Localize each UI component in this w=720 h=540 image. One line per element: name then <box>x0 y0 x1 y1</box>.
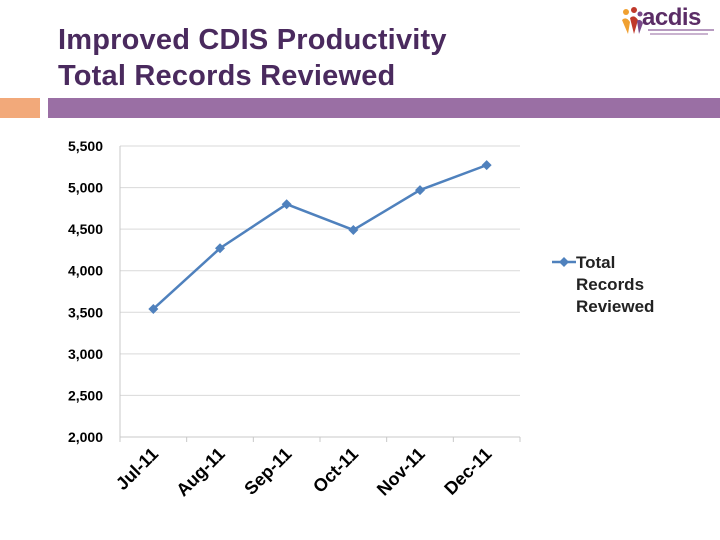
x-tick-label: Jul-11 <box>112 444 162 494</box>
chart-series <box>148 160 492 314</box>
data-point-marker <box>481 160 492 171</box>
y-tick-label: 2,500 <box>68 387 103 403</box>
chart-axes <box>119 146 521 442</box>
x-axis-tick-labels: Jul-11 Aug-11 Sep-11 Oct-11 Nov-11 Dec-11 <box>112 444 496 501</box>
data-point-marker <box>148 303 159 314</box>
slide-title: Improved CDIS Productivity Total Records… <box>58 22 447 94</box>
data-point-marker <box>348 224 359 235</box>
x-tick-label: Sep-11 <box>240 444 295 499</box>
data-point-marker <box>215 243 225 254</box>
y-tick-label: 4,500 <box>68 221 103 237</box>
y-axis-tick-labels: 2,000 2,500 3,000 3,500 4,000 4,500 5,000 5,500 <box>68 138 103 445</box>
x-tick-label: Oct-11 <box>309 444 362 497</box>
series-line <box>152 163 488 310</box>
legend-series-label: Total Records Reviewed <box>576 253 655 316</box>
data-point-marker <box>281 199 292 210</box>
chart-gridlines <box>120 145 520 438</box>
x-tick-label: Dec-11 <box>440 444 495 499</box>
y-tick-label: 5,000 <box>68 180 103 196</box>
x-tick-label: Aug-11 <box>172 444 229 501</box>
logo-tagline-line <box>648 29 714 31</box>
y-tick-label: 3,500 <box>68 304 103 320</box>
logo-tagline-line <box>650 33 708 35</box>
logo-people-icon <box>622 7 643 34</box>
y-tick-label: 5,500 <box>68 138 103 154</box>
acdis-logo: acdis <box>620 4 716 38</box>
x-tick-label: Nov-11 <box>373 444 429 500</box>
header-accent-bar <box>0 98 40 118</box>
slide-title-line-2: Total Records Reviewed <box>58 60 396 92</box>
y-tick-label: 3,000 <box>68 346 103 362</box>
legend-marker <box>552 257 576 267</box>
header-divider-bar <box>48 98 720 118</box>
data-point-marker <box>415 185 425 196</box>
y-tick-label: 2,000 <box>68 429 103 445</box>
logo-text: acdis <box>642 4 701 31</box>
slide-title-line-1: Improved CDIS Productivity <box>58 24 447 56</box>
y-tick-label: 4,000 <box>68 263 103 279</box>
